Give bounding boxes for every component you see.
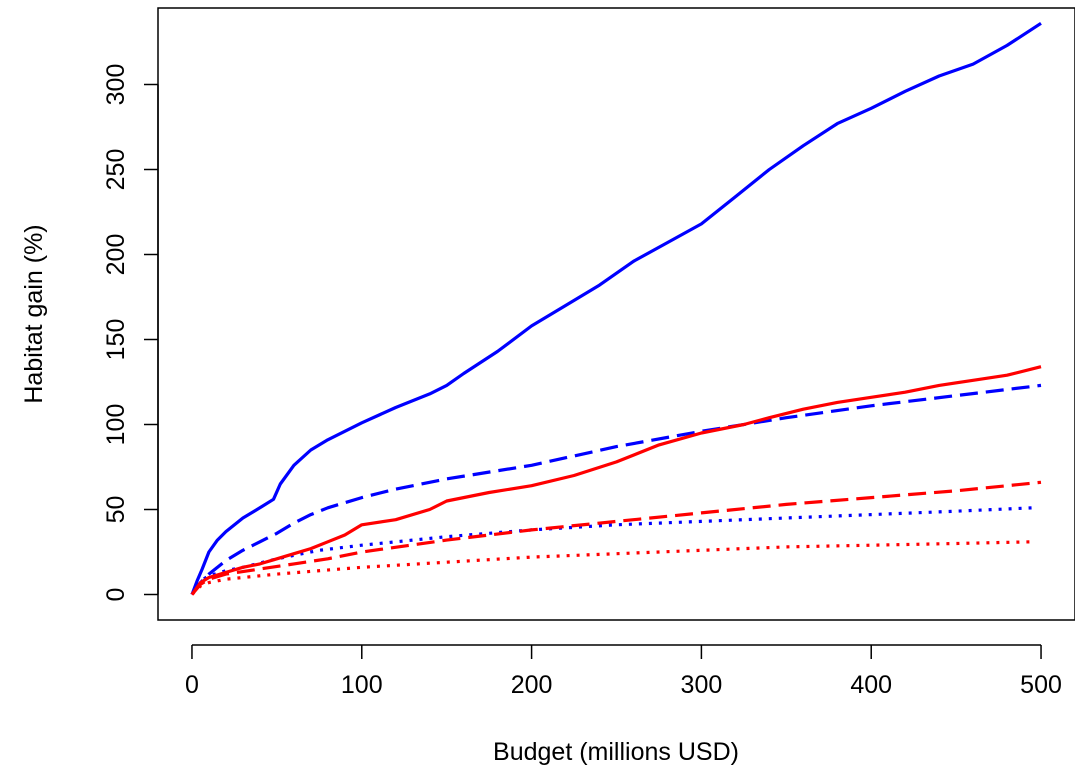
y-axis-label: Habitat gain (%) [20,224,48,403]
y-tick-label: 250 [102,149,130,191]
series-line-1 [190,21,1042,596]
x-tick-label: 300 [681,671,723,699]
y-tick-label: 100 [102,404,130,446]
y-axis: 0 50 100 150 200 250 300 [102,64,159,602]
series-line-4 [190,365,1042,596]
series-layer [190,21,1042,596]
y-tick-label: 200 [102,234,130,276]
series-line-6 [190,540,1033,596]
plot-frame [157,7,1075,621]
x-tick-label: 100 [341,671,383,699]
y-tick-label: 50 [102,496,130,524]
series-line-3 [190,506,1033,596]
x-tick-label: 500 [1020,671,1062,699]
x-axis: 0 100 200 300 400 500 [185,644,1062,699]
y-tick-label: 300 [102,64,130,106]
x-tick-label: 200 [511,671,553,699]
y-tick-label: 150 [102,319,130,361]
y-tick-label: 0 [102,588,130,602]
series-line-5 [190,480,1042,596]
series-line-2 [190,383,1042,596]
x-axis-label: Budget (millions USD) [493,738,739,766]
x-tick-label: 400 [850,671,892,699]
x-tick-label: 0 [185,671,199,699]
